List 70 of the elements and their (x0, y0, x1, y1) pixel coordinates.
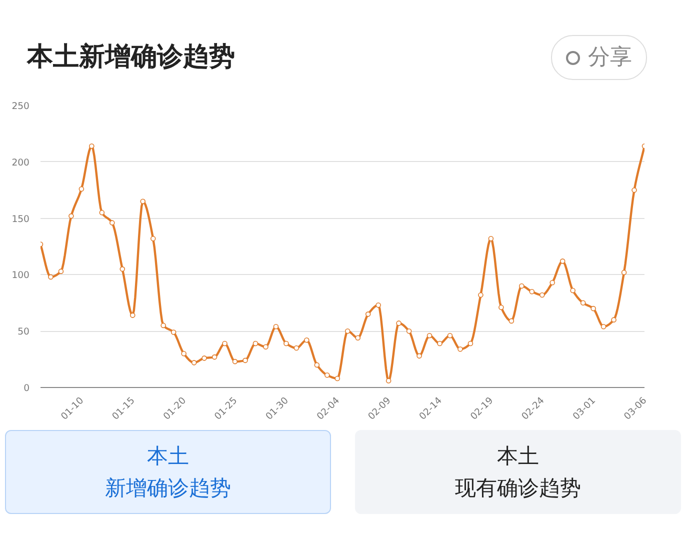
point (344, 328, 350, 334)
point (580, 300, 586, 306)
y-tick-label: 250 (12, 101, 30, 112)
point (611, 317, 616, 322)
text: 本土 (497, 443, 539, 470)
point (304, 337, 310, 343)
point (150, 236, 156, 242)
point (426, 332, 432, 338)
point (212, 354, 218, 360)
point (263, 344, 268, 350)
point (222, 340, 228, 346)
point (406, 328, 412, 334)
text: 现有确诊趋势 (455, 475, 581, 502)
point (570, 288, 576, 294)
point (130, 312, 136, 318)
point (202, 356, 207, 361)
point (488, 236, 494, 242)
chart-title: 本土新增确诊趋势 (27, 41, 235, 74)
point (191, 360, 197, 366)
point (560, 258, 566, 264)
point (68, 213, 74, 219)
point (160, 322, 166, 328)
point (396, 320, 402, 326)
point (590, 306, 596, 312)
point (519, 283, 524, 289)
point (365, 312, 371, 317)
point (58, 268, 64, 274)
point (140, 198, 146, 204)
point (273, 324, 279, 330)
point (294, 345, 300, 351)
text: 新增确诊趋势 (105, 475, 231, 502)
point (376, 302, 381, 308)
point (416, 353, 422, 359)
point (508, 318, 514, 324)
y-tick-label: 200 (12, 157, 30, 168)
point (242, 358, 248, 364)
point (539, 292, 545, 298)
point (78, 186, 84, 192)
point (621, 270, 627, 276)
point (120, 266, 126, 272)
point (458, 346, 463, 352)
point (334, 376, 340, 382)
point (632, 187, 637, 193)
point (355, 335, 361, 341)
y-tick-label: 50 (18, 326, 30, 338)
point (48, 274, 54, 280)
point (181, 351, 186, 356)
point (437, 340, 442, 346)
point (170, 330, 176, 335)
point (99, 210, 105, 216)
text: 分享 (551, 35, 647, 80)
point (550, 280, 556, 286)
y-tick-label: 100 (12, 270, 30, 282)
y-tick-label: 150 (12, 214, 30, 225)
point (468, 340, 474, 346)
point (447, 332, 453, 338)
point (498, 304, 504, 310)
text: 本土 (147, 443, 189, 470)
point (600, 324, 606, 330)
point (529, 288, 535, 294)
point (386, 378, 392, 384)
y-tick-label: 0 (24, 383, 30, 394)
point (252, 340, 258, 346)
point (314, 362, 320, 368)
point (232, 358, 238, 364)
point (284, 340, 289, 346)
point (324, 372, 330, 378)
point (478, 292, 484, 298)
point (110, 220, 115, 226)
point (89, 143, 94, 149)
